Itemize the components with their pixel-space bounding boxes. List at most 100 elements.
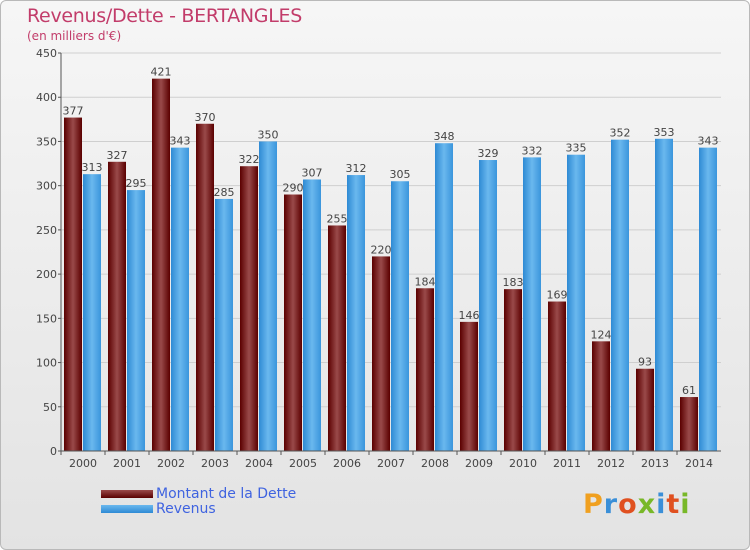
bar-revenue-2001: [127, 190, 145, 452]
logo-letter: i: [680, 489, 691, 520]
logo-letter: x: [637, 489, 657, 520]
data-label-debt-2002: 421: [151, 66, 172, 79]
data-label-revenue-2014: 343: [698, 135, 719, 148]
data-label-debt-2013: 93: [638, 356, 652, 369]
bars-group: [64, 78, 717, 452]
logo-letter: i: [656, 489, 667, 520]
y-tick-label: 150: [36, 312, 57, 325]
data-label-debt-2010: 183: [503, 276, 524, 289]
y-tick-label: 450: [36, 47, 57, 60]
bar-revenue-2006: [347, 175, 365, 451]
chart-title: Revenus/Dette - BERTANGLES: [27, 5, 302, 27]
data-label-revenue-2006: 312: [346, 162, 367, 175]
bar-revenue-2000: [83, 174, 101, 451]
x-tick-label-2013: 2013: [641, 457, 669, 470]
x-tick-label-2004: 2004: [245, 457, 273, 470]
x-tick-label-2001: 2001: [113, 457, 141, 470]
y-tick-label: 250: [36, 224, 57, 237]
x-tick-label-2007: 2007: [377, 457, 405, 470]
x-tick-label-2003: 2003: [201, 457, 229, 470]
bar-debt-2008: [416, 288, 434, 451]
chart-subtitle: (en milliers d'€): [27, 29, 122, 43]
data-label-debt-2014: 61: [682, 384, 696, 397]
bar-revenue-2002: [171, 147, 189, 451]
data-label-debt-2004: 322: [239, 153, 260, 166]
legend-label-debt: Montant de la Dette: [156, 486, 297, 502]
x-tick-label-2012: 2012: [597, 457, 625, 470]
bar-debt-2014: [680, 397, 698, 451]
bar-revenue-2008: [435, 143, 453, 452]
bar-revenue-2005: [303, 179, 321, 451]
data-label-revenue-2004: 350: [258, 128, 279, 141]
data-label-revenue-2010: 332: [522, 144, 543, 157]
bar-revenue-2013: [655, 138, 673, 451]
data-label-debt-2003: 370: [195, 111, 216, 124]
bar-debt-2011: [548, 301, 566, 451]
bar-debt-2010: [504, 289, 522, 451]
data-label-debt-2001: 327: [107, 149, 128, 162]
data-label-debt-2005: 290: [283, 182, 304, 195]
data-label-debt-2012: 124: [591, 328, 612, 341]
bar-revenue-2014: [699, 147, 717, 451]
data-label-debt-2000: 377: [63, 105, 84, 118]
y-tick-label: 300: [36, 180, 57, 193]
data-label-revenue-2008: 348: [434, 130, 455, 143]
x-tick-label-2009: 2009: [465, 457, 493, 470]
y-tick-label: 0: [50, 445, 57, 458]
data-labels-group: 377 313 327 295 421 343 370 285 322 350 290 307 255 3…: [63, 66, 719, 397]
logo-letter: t: [666, 489, 681, 520]
logo-letter: P: [583, 489, 604, 520]
bar-revenue-2010: [523, 157, 541, 451]
legend-swatch-revenue: [101, 505, 153, 513]
x-tick-label-2010: 2010: [509, 457, 537, 470]
data-label-debt-2009: 146: [459, 309, 480, 322]
axes-group: 0 50 100 150 200 250 300 350 400 450 2000 2001 2002 2…: [36, 47, 721, 470]
bar-debt-2005: [284, 194, 302, 451]
x-tick-label-2008: 2008: [421, 457, 449, 470]
bar-debt-2009: [460, 321, 478, 451]
x-tick-label-2005: 2005: [289, 457, 317, 470]
logo-letter: r: [603, 489, 619, 520]
bar-revenue-2009: [479, 160, 497, 452]
y-tick-label: 400: [36, 91, 57, 104]
y-tick-label: 50: [43, 401, 57, 414]
bar-revenue-2004: [259, 141, 277, 451]
bar-revenue-2003: [215, 198, 233, 451]
bar-debt-2004: [240, 166, 258, 451]
data-label-revenue-2007: 305: [390, 168, 411, 181]
data-label-debt-2006: 255: [327, 212, 348, 225]
bar-revenue-2007: [391, 181, 409, 451]
bar-debt-2013: [636, 368, 654, 451]
bar-debt-2006: [328, 225, 346, 451]
bar-revenue-2012: [611, 139, 629, 452]
data-label-revenue-2012: 352: [610, 127, 631, 140]
legend-swatch-debt: [101, 490, 153, 498]
data-label-debt-2007: 220: [371, 243, 392, 256]
bar-debt-2002: [152, 78, 170, 451]
bar-debt-2001: [108, 161, 126, 451]
x-tick-label-2014: 2014: [685, 457, 713, 470]
logo-letter: o: [618, 489, 638, 520]
y-tick-label: 100: [36, 357, 57, 370]
proxiti-logo: Proxiti: [583, 489, 691, 520]
x-tick-label-2006: 2006: [333, 457, 361, 470]
x-tick-label-2011: 2011: [553, 457, 581, 470]
data-label-revenue-2005: 307: [302, 166, 323, 179]
data-label-revenue-2009: 329: [478, 147, 499, 160]
bar-debt-2003: [196, 123, 214, 451]
x-tick-label-2000: 2000: [69, 457, 97, 470]
y-tick-label: 350: [36, 135, 57, 148]
data-label-debt-2008: 184: [415, 275, 436, 288]
y-tick-label: 200: [36, 268, 57, 281]
data-label-revenue-2013: 353: [654, 126, 675, 139]
bar-revenue-2011: [567, 154, 585, 451]
data-label-revenue-2002: 343: [170, 135, 191, 148]
data-label-debt-2011: 169: [547, 289, 568, 302]
data-label-revenue-2001: 295: [126, 177, 147, 190]
data-label-revenue-2011: 335: [566, 142, 587, 155]
data-label-revenue-2000: 313: [82, 161, 103, 174]
bar-debt-2000: [64, 117, 82, 451]
data-label-revenue-2003: 285: [214, 186, 235, 199]
